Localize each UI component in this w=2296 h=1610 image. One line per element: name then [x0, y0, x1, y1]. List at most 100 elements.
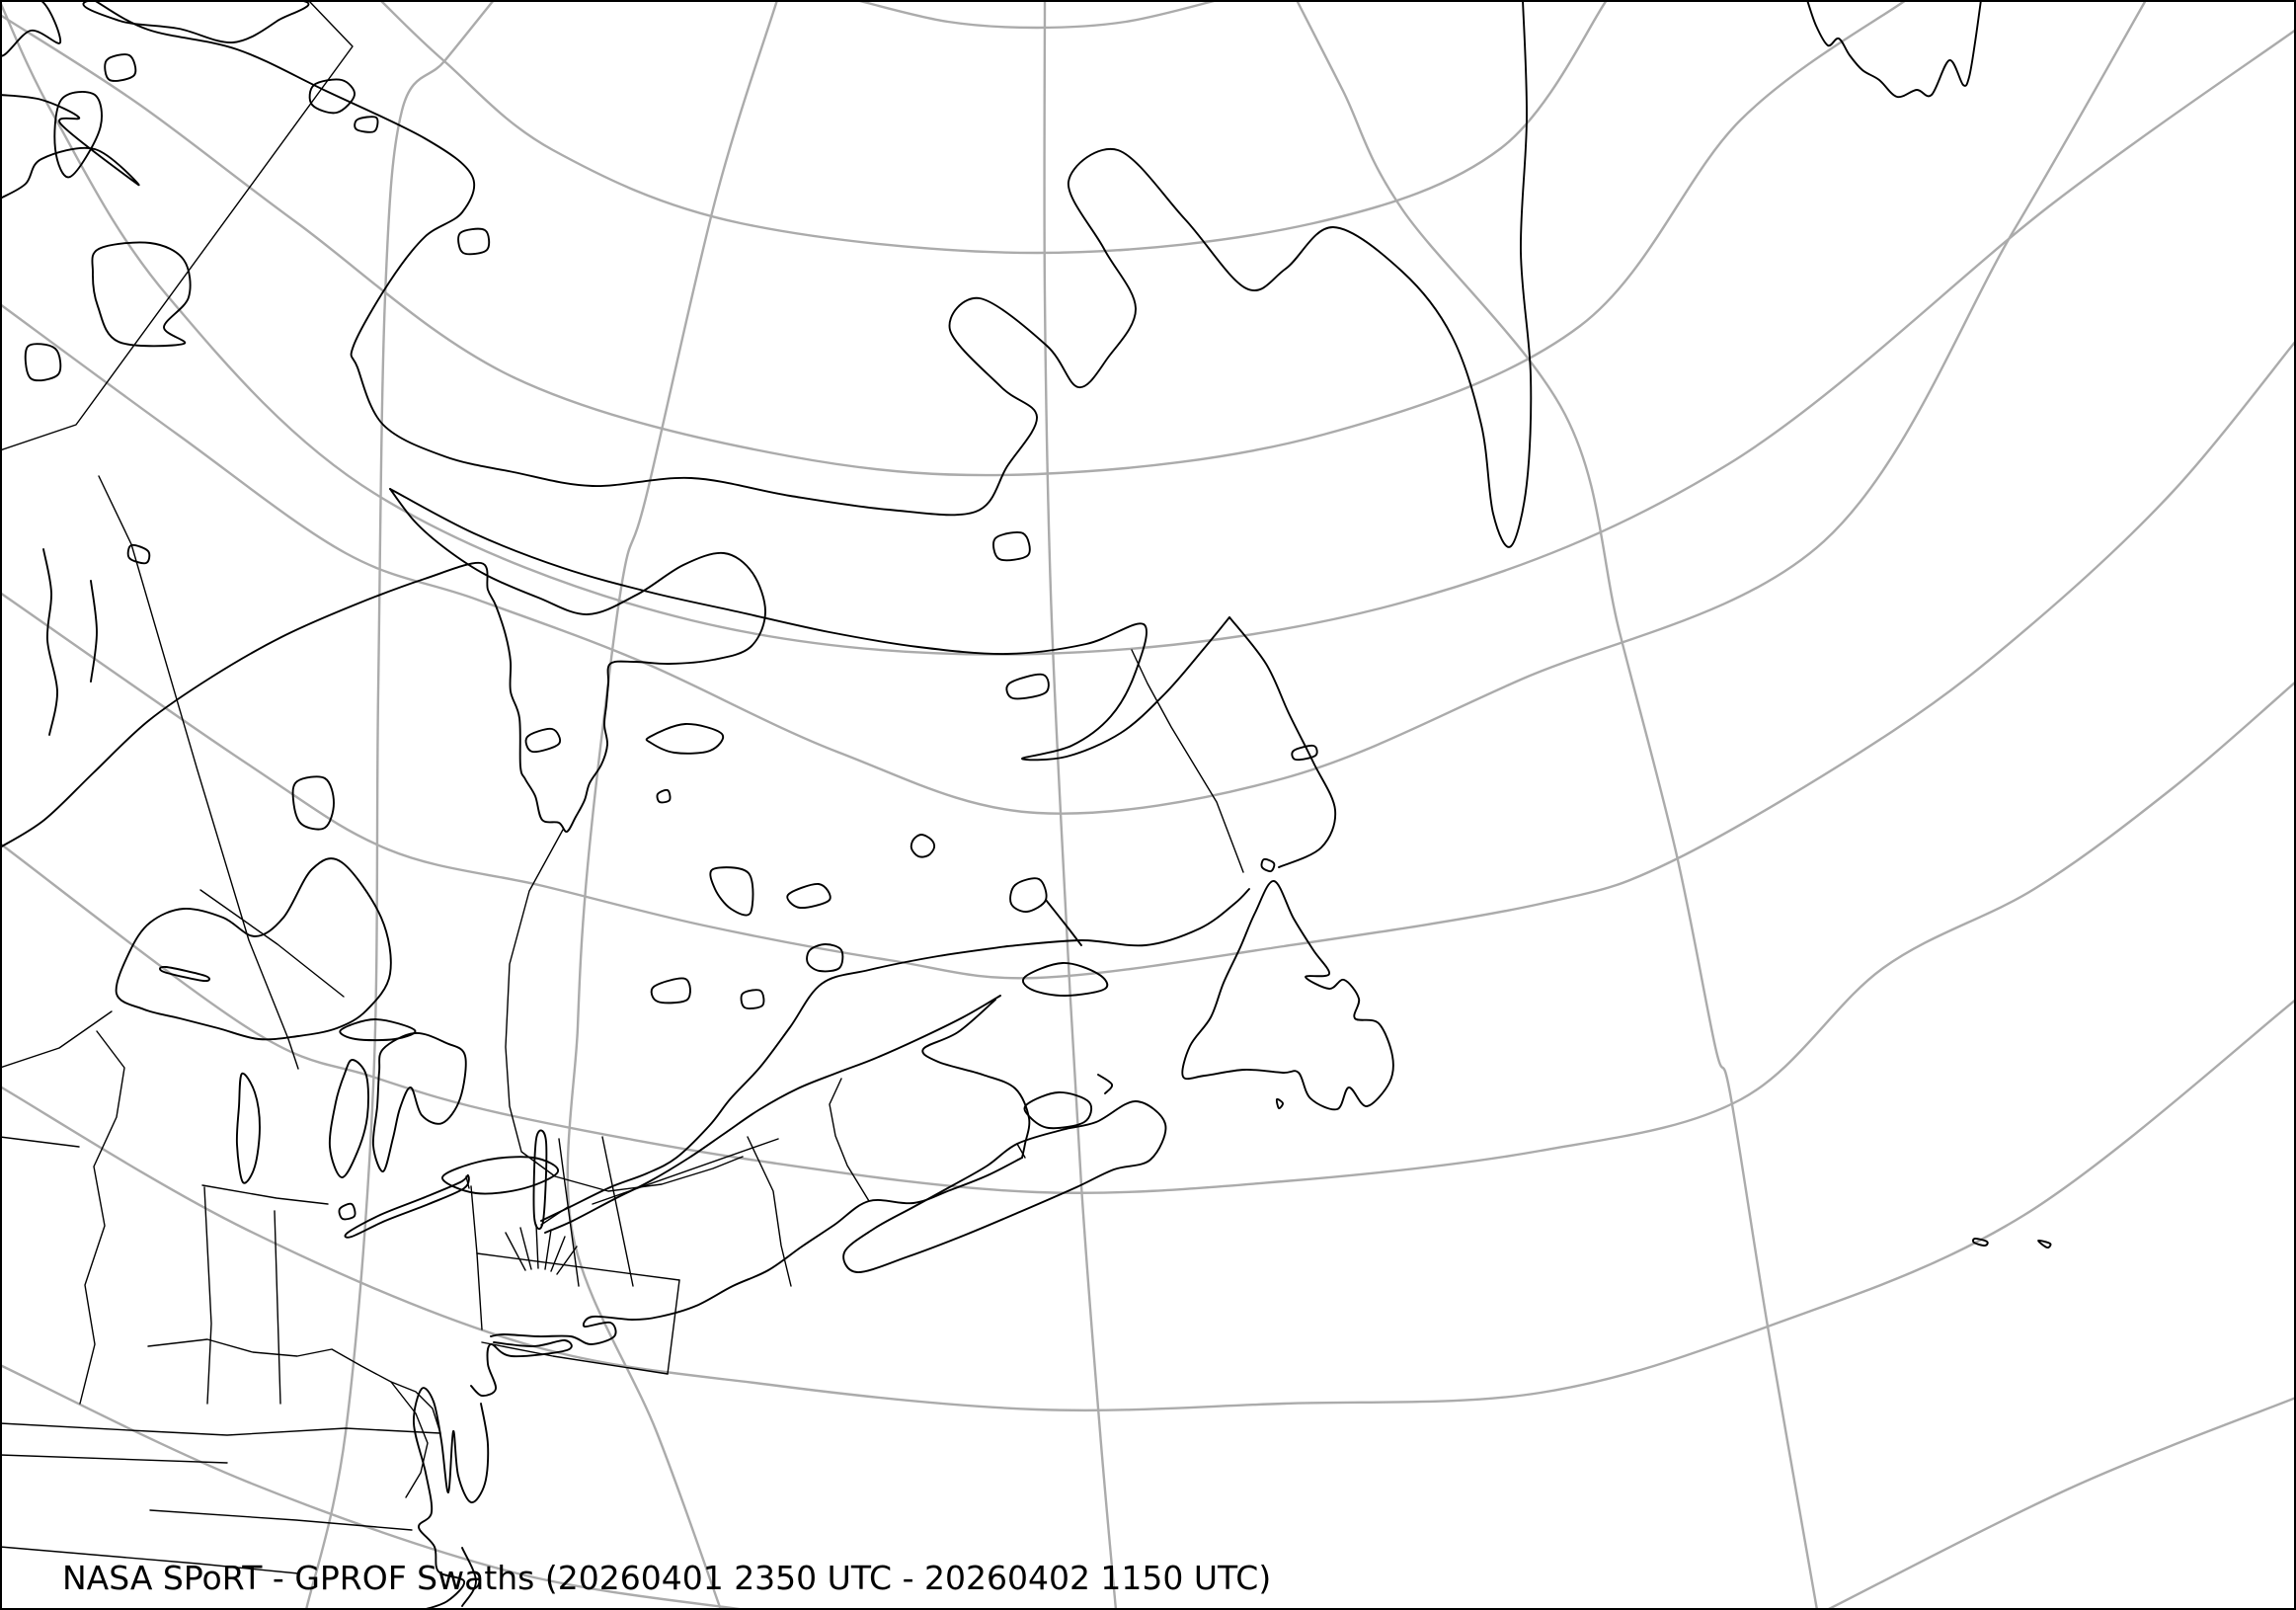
labrador-lake	[1291, 744, 1318, 762]
qc-lake-2	[709, 866, 754, 917]
parallel-9a	[0, 1363, 748, 1610]
lake-stclair	[338, 1202, 356, 1221]
border-nc-sc	[0, 1546, 299, 1574]
parallel-3	[0, 0, 1908, 477]
border-pa-east	[667, 1279, 680, 1375]
foxe-islet	[104, 53, 137, 82]
border-nh-me	[601, 1136, 634, 1287]
border-quebec-labrador	[1131, 649, 1244, 873]
newfoundland	[1181, 880, 1394, 1111]
longisland-nj-coast	[470, 1339, 573, 1398]
border-mi-in-oh	[201, 1184, 329, 1205]
finger-ray-5	[550, 1236, 566, 1272]
sable-islet-1	[1972, 1238, 1989, 1247]
parallel-8	[0, 998, 2296, 1412]
border-maine-quebec	[747, 1136, 792, 1287]
meridian-2	[566, 0, 779, 1610]
akimiski-island	[524, 727, 561, 754]
parallel-2	[378, 0, 1609, 255]
lac-eauclaire	[645, 723, 724, 755]
qc-lake-1	[656, 788, 672, 804]
border-wi-ia	[0, 1136, 80, 1148]
finger-ray-6	[556, 1246, 578, 1275]
sable-islet-2	[2037, 1239, 2052, 1248]
border-nwt-nunavut	[0, 0, 354, 451]
gaspe-chaleur	[921, 999, 1031, 1159]
border-vt-nh	[558, 1138, 580, 1287]
sleeper-islet	[126, 543, 151, 565]
prince-charles-island	[53, 91, 103, 179]
manicouagan-ring	[910, 834, 936, 858]
border-ns-nb	[1016, 1143, 1026, 1159]
stlawrence-north-shore	[540, 945, 1008, 1222]
parallel-9b	[1825, 1396, 2296, 1610]
nottingham-island	[354, 116, 379, 133]
coats-island	[24, 343, 62, 382]
parallel-6	[0, 339, 2296, 980]
akpatok-island	[1005, 673, 1050, 700]
parallel-1	[854, 0, 1220, 30]
finger-ray-1	[505, 1232, 526, 1271]
qc-lake-4	[650, 977, 691, 1005]
prince-edward-island	[1023, 1091, 1093, 1130]
kivalliq-coast	[0, 94, 140, 200]
lake-michigan	[328, 1059, 369, 1178]
belcher-sliver-1	[42, 548, 58, 736]
border-mn-ontario	[199, 889, 345, 998]
meridian-3	[1043, 0, 1118, 1610]
border-maine-nb	[829, 1078, 870, 1202]
border-in-oh	[274, 1210, 281, 1405]
parallel-7	[0, 680, 2296, 1194]
finger-ray-4	[544, 1229, 552, 1270]
mansel-island	[457, 227, 491, 256]
border-ny-stl	[540, 1206, 569, 1226]
lake-layer	[115, 723, 1318, 1239]
lake-nipigon	[291, 775, 335, 831]
stlawrence-south-gaspe	[544, 995, 1001, 1234]
coastline-layer	[0, 0, 1982, 1610]
meridian-4	[1295, 0, 1819, 1610]
border-mn-wi	[0, 1010, 113, 1069]
lac-mistassini	[786, 883, 831, 909]
baffin-nw-top	[82, 0, 310, 43]
belcher-sliver-2	[90, 580, 98, 683]
gulf-north-shore	[1006, 888, 1250, 947]
border-oh-pa	[476, 1252, 483, 1330]
nova-scotia	[842, 1100, 1167, 1273]
melville-corner	[0, 0, 61, 57]
border-pa-south	[481, 1341, 669, 1375]
isle-royale	[159, 965, 210, 983]
finger-ray-2	[519, 1227, 532, 1270]
border-pa-north	[476, 1252, 680, 1281]
green-bay	[235, 1072, 261, 1184]
resolution-island	[992, 531, 1031, 562]
greenland	[1806, 0, 1982, 99]
border-va-nc	[149, 1509, 413, 1531]
border-ontario-quebec-ottawa	[505, 829, 744, 1192]
anticosti	[1021, 962, 1109, 997]
belle-isle	[1260, 857, 1276, 873]
mississippi-river	[79, 1030, 125, 1405]
saguenay-river	[1045, 899, 1082, 946]
north-channel	[339, 1018, 417, 1042]
border-ontario-manitoba	[98, 475, 299, 1070]
fundy-maine-coast	[490, 1157, 1023, 1345]
baffin-island	[93, 0, 1533, 548]
ohio-river	[147, 1338, 441, 1434]
lake-superior	[115, 857, 392, 1041]
lake-ontario	[441, 1156, 559, 1195]
finger-lakes-layer	[505, 1224, 578, 1275]
hudson-james-coast	[0, 488, 766, 848]
labrador-coast	[1228, 616, 1337, 868]
finger-ray-3	[535, 1224, 539, 1269]
qc-lake-3	[740, 989, 765, 1009]
saint-pierre	[1275, 1097, 1284, 1109]
lac-stjean	[1009, 877, 1048, 913]
qc-lake-5	[806, 943, 844, 973]
lake-huron	[371, 1032, 467, 1172]
border-ky-va	[0, 1422, 441, 1436]
